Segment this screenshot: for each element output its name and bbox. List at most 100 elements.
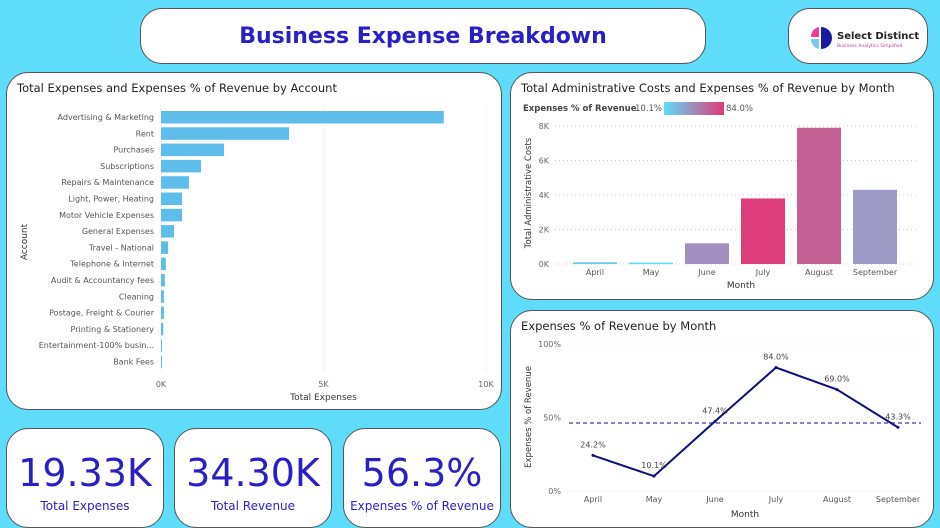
data-label: 84.0% [763, 353, 789, 362]
x-tick-label: September [876, 495, 921, 504]
bar [853, 189, 897, 264]
expenses-pct-card: Expenses % of Revenue by Month 0% 50% 100%… [510, 310, 934, 528]
x-tick-label: July [768, 495, 784, 504]
y-tick-label: 0% [548, 487, 561, 496]
y-tick-label: 0K [539, 260, 550, 269]
chart-title: Total Expenses and Expenses % of Revenue… [17, 81, 337, 95]
svg-text:Business Analytics Simplified: Business Analytics Simplified [837, 43, 903, 49]
y-tick-label: 50% [543, 414, 561, 423]
y-tick-label: General Expenses [82, 227, 154, 236]
x-tick-label: 10K [478, 380, 494, 389]
x-tick-label: August [805, 268, 833, 277]
chart-title: Total Administrative Costs and Expenses … [521, 81, 895, 95]
y-tick-label: Purchases [114, 146, 155, 155]
x-tick-label: May [643, 268, 660, 277]
data-label: 43.3% [885, 412, 911, 421]
legend-title: Expenses % of Revenue [523, 104, 637, 114]
x-tick-label: 0K [156, 380, 167, 389]
kpi-total-revenue: 34.30K Total Revenue [174, 428, 332, 528]
kpi-expenses-pct: 56.3% Expenses % of Revenue [343, 428, 501, 528]
y-tick-label: Subscriptions [100, 162, 154, 171]
bar [161, 241, 169, 254]
bar [161, 257, 166, 271]
x-tick-label: June [697, 268, 716, 277]
data-point [774, 366, 778, 370]
legend-gradient [664, 102, 724, 115]
y-tick-label: 8K [539, 122, 550, 131]
y-tick-label: Printing & Stationery [71, 325, 155, 334]
y-tick-label: Repairs & Maintenance [61, 178, 154, 187]
kpi-value: 19.33K [18, 451, 152, 495]
x-tick-label: September [853, 268, 898, 277]
bar [161, 355, 162, 368]
y-tick-label: Entertainment-100% busin... [39, 341, 154, 350]
bar [161, 339, 162, 352]
x-tick-label: April [584, 495, 602, 504]
bar [161, 127, 290, 140]
y-tick-label: 6K [539, 157, 550, 166]
data-point [835, 388, 839, 392]
bar [161, 306, 164, 320]
bar [161, 143, 225, 157]
y-tick-label: Cleaning [119, 292, 154, 301]
x-axis-title: Month [731, 510, 759, 520]
bar [573, 262, 617, 264]
data-point [652, 474, 656, 478]
y-tick-label: Audit & Accountancy fees [51, 276, 154, 285]
data-label: 47.4% [702, 406, 728, 415]
y-tick-label: Advertising & Marketing [58, 113, 154, 122]
bar [629, 262, 673, 265]
logo-icon: Select Distinct Business Analytics Simpl… [810, 27, 919, 49]
bar [741, 198, 785, 264]
data-point [713, 419, 717, 423]
kpi-label: Total Revenue [210, 499, 296, 513]
bar [161, 208, 183, 222]
y-axis-title: Total Administrative Costs [524, 137, 534, 249]
y-tick-label: Bank Fees [113, 358, 154, 367]
pct-line-chart: 0% 50% 100% 24.2% April 10.1% May 47.4% June 84.0… [524, 340, 921, 520]
x-axis-title: Total Expenses [289, 393, 357, 403]
kpi-total-expenses: 19.33K Total Expenses [6, 428, 164, 528]
legend-max: 84.0% [726, 104, 753, 114]
y-axis-title: Account [20, 223, 30, 260]
svg-text:Select Distinct: Select Distinct [837, 31, 919, 42]
y-tick-label: Motor Vehicle Expenses [59, 211, 154, 220]
y-tick-label: 2K [539, 226, 550, 235]
x-tick-label: May [646, 495, 663, 504]
y-tick-label: 100% [538, 340, 561, 349]
data-label: 24.2% [580, 440, 606, 449]
bar [161, 192, 183, 205]
account-bar-chart: 0K 5K 10K Advertising & Marketing Rent Purcha… [20, 105, 494, 403]
x-tick-label: April [586, 268, 604, 277]
kpi-label: Expenses % of Revenue [350, 499, 494, 513]
data-label: 69.0% [824, 375, 850, 384]
bar [797, 127, 841, 264]
bar [161, 225, 174, 238]
data-point [591, 453, 595, 457]
bar [161, 159, 201, 173]
x-tick-label: August [823, 495, 851, 504]
x-tick-label: 5K [318, 380, 329, 389]
kpi-value: 34.30K [186, 451, 320, 495]
admin-costs-card: Total Administrative Costs and Expenses … [510, 72, 934, 300]
series-line [592, 366, 899, 478]
bar [161, 290, 164, 303]
x-axis-title: Month [727, 281, 755, 291]
y-tick-label: Rent [136, 129, 154, 138]
y-tick-label: Travel - National [88, 243, 154, 252]
y-tick-label: Light, Power, Heating [68, 195, 154, 204]
expenses-by-account-card: Total Expenses and Expenses % of Revenue… [6, 72, 502, 410]
chart-title: Expenses % of Revenue by Month [521, 319, 717, 333]
bar [161, 111, 444, 124]
bar [161, 322, 164, 336]
bar [161, 274, 165, 287]
bar [161, 176, 189, 189]
y-tick-label: Postage, Freight & Courier [49, 309, 155, 318]
legend-min: 10.1% [635, 104, 662, 114]
y-axis-title: Expenses % of Revenue [524, 366, 534, 468]
data-point [896, 425, 900, 429]
y-tick-label: Telephone & Internet [69, 260, 154, 269]
logo: Select Distinct Business Analytics Simpl… [788, 8, 928, 64]
kpi-label: Total Expenses [40, 499, 130, 513]
